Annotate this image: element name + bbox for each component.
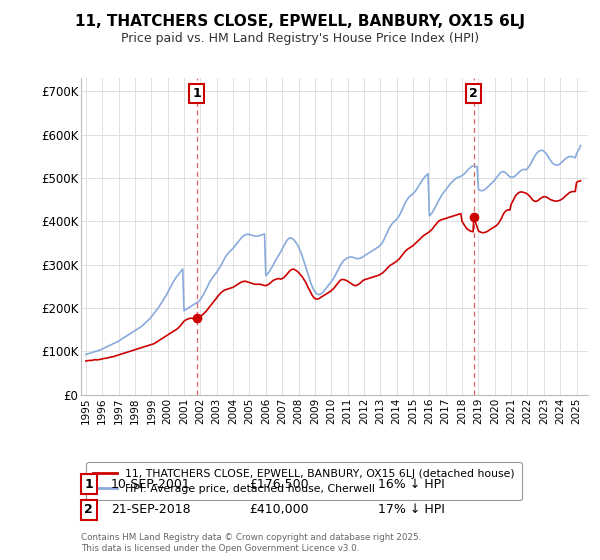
Text: 1: 1 xyxy=(193,87,201,100)
Text: Contains HM Land Registry data © Crown copyright and database right 2025.
This d: Contains HM Land Registry data © Crown c… xyxy=(81,533,421,553)
Text: 2: 2 xyxy=(85,503,93,516)
Text: 2: 2 xyxy=(469,87,478,100)
Text: 1: 1 xyxy=(85,478,93,491)
Text: 16% ↓ HPI: 16% ↓ HPI xyxy=(378,478,445,491)
Text: £410,000: £410,000 xyxy=(249,503,308,516)
Text: 11, THATCHERS CLOSE, EPWELL, BANBURY, OX15 6LJ: 11, THATCHERS CLOSE, EPWELL, BANBURY, OX… xyxy=(75,14,525,29)
Text: 10-SEP-2001: 10-SEP-2001 xyxy=(111,478,191,491)
Text: Price paid vs. HM Land Registry's House Price Index (HPI): Price paid vs. HM Land Registry's House … xyxy=(121,32,479,45)
Legend: 11, THATCHERS CLOSE, EPWELL, BANBURY, OX15 6LJ (detached house), HPI: Average pr: 11, THATCHERS CLOSE, EPWELL, BANBURY, OX… xyxy=(86,462,521,501)
Text: 17% ↓ HPI: 17% ↓ HPI xyxy=(378,503,445,516)
Text: 21-SEP-2018: 21-SEP-2018 xyxy=(111,503,191,516)
Text: £176,500: £176,500 xyxy=(249,478,308,491)
